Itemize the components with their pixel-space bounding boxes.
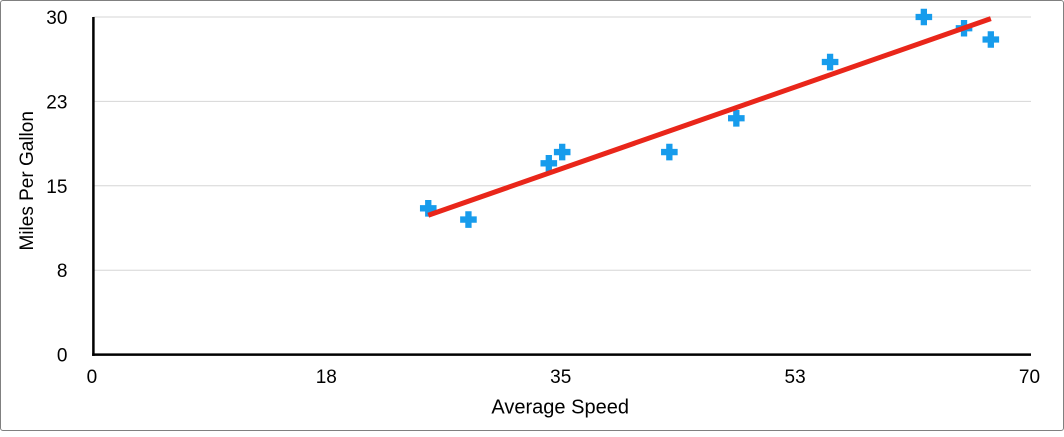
x-tick-label: 35 [550, 367, 571, 388]
y-tick-label: 30 [46, 8, 67, 29]
x-tick-label: 53 [785, 367, 806, 388]
y-tick-label: 15 [46, 177, 67, 198]
data-point-marker [419, 200, 437, 217]
x-axis-title: Average Speed [491, 397, 629, 419]
data-point-marker [661, 143, 678, 161]
data-point-marker [915, 8, 933, 26]
y-tick-label: 8 [57, 261, 68, 282]
data-point-marker [982, 31, 1000, 48]
y-tick-label: 0 [57, 346, 68, 367]
data-point-marker [540, 154, 558, 172]
data-point-marker [728, 109, 745, 127]
axes [92, 17, 1031, 356]
data-point-marker [460, 211, 477, 228]
x-tick-label: 70 [1019, 367, 1040, 388]
x-tick-label: 18 [316, 367, 337, 388]
tick-labels: 0 8 15 23 30 0 18 35 53 70 [46, 8, 1040, 388]
gridlines [93, 16, 1031, 271]
y-tick-label: 23 [46, 92, 67, 113]
data-point-marker [553, 143, 571, 161]
x-tick-label: 0 [87, 367, 98, 388]
trendline [427, 16, 992, 218]
y-axis-title: Miles Per Gallon [17, 111, 38, 250]
trendline-segment [427, 16, 992, 218]
data-point-marker [821, 53, 839, 71]
